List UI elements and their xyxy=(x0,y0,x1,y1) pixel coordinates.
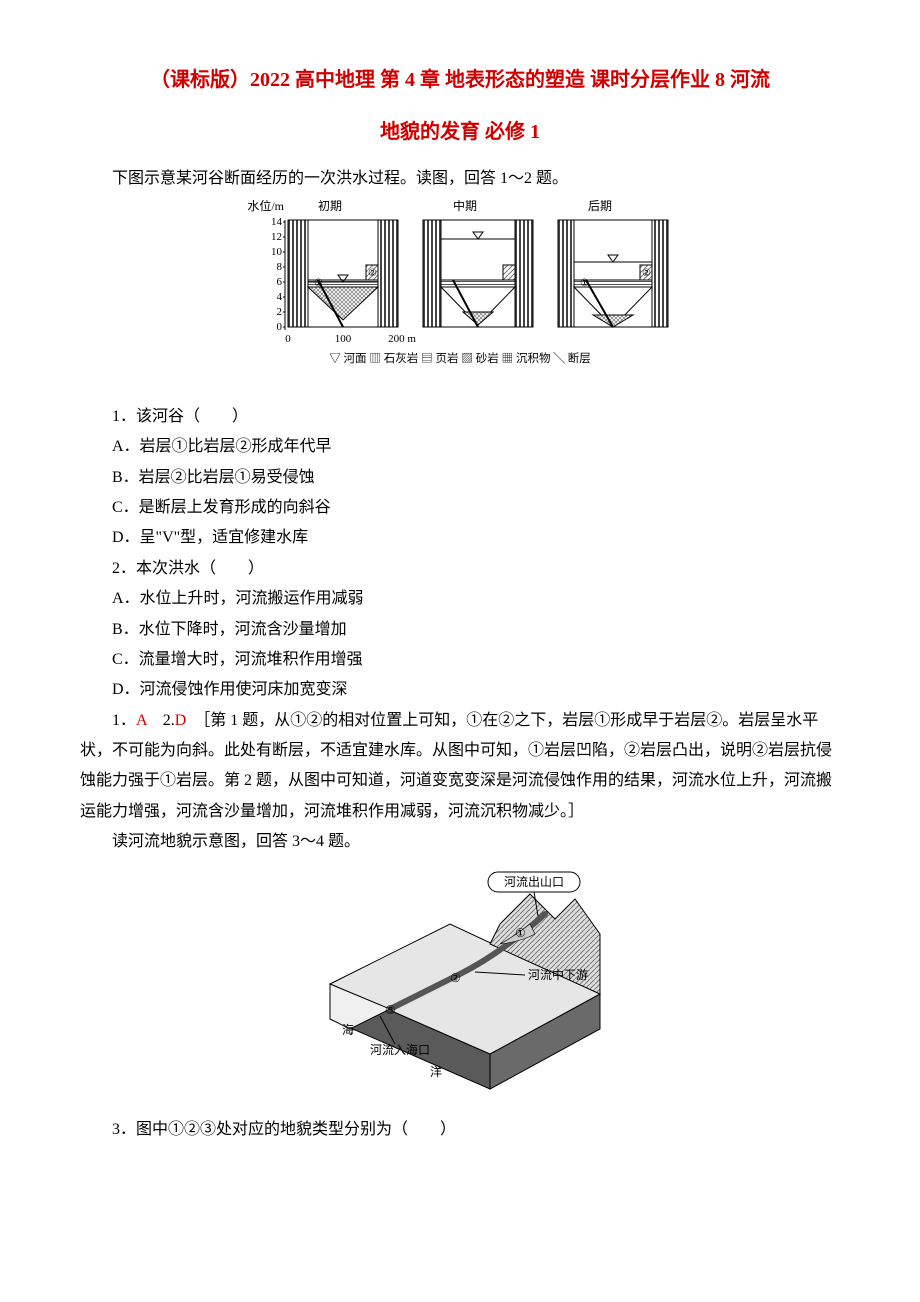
svg-text:0: 0 xyxy=(285,333,291,345)
svg-text:洋: 洋 xyxy=(430,1064,442,1079)
q2-opt-b: B．水位下降时，河流含沙量增加 xyxy=(80,615,840,645)
svg-text:8: 8 xyxy=(277,261,283,273)
svg-text:后期: 后期 xyxy=(588,200,612,213)
intro-1: 下图示意某河谷断面经历的一次洪水过程。读图，回答 1～2 题。 xyxy=(80,164,840,194)
q2-stem: 2．本次洪水（ ） xyxy=(80,554,840,584)
svg-text:14: 14 xyxy=(271,216,283,228)
svg-text:初期: 初期 xyxy=(318,200,342,213)
q1-stem: 1．该河谷（ ） xyxy=(80,402,840,432)
q3-stem: 3．图中①②③处对应的地貌类型分别为（ ） xyxy=(80,1115,840,1145)
answer-1-2: 1．A 2.D ［第 1 题，从①②的相对位置上可知，①在②之下，岩层①形成早于… xyxy=(80,706,840,828)
q2-opt-d: D．河流侵蚀作用使河床加宽变深 xyxy=(80,675,840,705)
svg-text:①: ① xyxy=(515,926,526,940)
svg-text:0: 0 xyxy=(277,321,283,333)
svg-text:6: 6 xyxy=(277,276,283,288)
svg-text:2: 2 xyxy=(277,306,283,318)
figure-1: 水位/m 初期 中期 后期 0 2 4 6 8 10 12 14 ① xyxy=(80,200,840,391)
svg-text:②: ② xyxy=(368,268,377,279)
title-line1: （课标版）2022 高中地理 第 4 章 地表形态的塑造 课时分层作业 8 河流 xyxy=(80,60,840,100)
q1-opt-c: C．是断层上发育形成的向斜谷 xyxy=(80,493,840,523)
ans2-letter: D xyxy=(175,712,187,729)
svg-text:河流中下游: 河流中下游 xyxy=(528,967,588,982)
q1-opt-a: A．岩层①比岩层②形成年代早 xyxy=(80,432,840,462)
svg-text:②: ② xyxy=(450,971,461,985)
svg-text:200 m: 200 m xyxy=(388,333,416,345)
svg-text:河流出山口: 河流出山口 xyxy=(504,875,564,889)
svg-text:100: 100 xyxy=(335,333,352,345)
ans1-letter: A xyxy=(136,712,147,729)
q1-opt-b: B．岩层②比岩层①易受侵蚀 xyxy=(80,463,840,493)
svg-text:10: 10 xyxy=(271,246,283,258)
svg-text:中期: 中期 xyxy=(453,200,477,213)
svg-text:河流入海口: 河流入海口 xyxy=(370,1042,430,1057)
fig1-ylabel: 水位/m xyxy=(247,200,284,213)
svg-text:12: 12 xyxy=(271,231,282,243)
svg-text:海: 海 xyxy=(342,1022,354,1037)
figure-2: 河流出山口 ① ② ③ 河流中下游 河流入海口 海 洋 xyxy=(80,864,840,1105)
q2-opt-a: A．水位上升时，河流搬运作用减弱 xyxy=(80,584,840,614)
q2-opt-c: C．流量增大时，河流堆积作用增强 xyxy=(80,645,840,675)
intro-2: 读河流地貌示意图，回答 3～4 题。 xyxy=(80,827,840,857)
svg-text:4: 4 xyxy=(277,291,283,303)
title-line2: 地貌的发育 必修 1 xyxy=(80,112,840,152)
fig1-legend: ▽ 河面 ▥ 石灰岩 ▤ 页岩 ▨ 砂岩 ▦ 沉积物 ╲ 断层 xyxy=(329,351,591,365)
svg-text:③: ③ xyxy=(385,1003,396,1017)
svg-text:②: ② xyxy=(642,268,651,279)
q1-opt-d: D．呈"V"型，适宜修建水库 xyxy=(80,523,840,553)
